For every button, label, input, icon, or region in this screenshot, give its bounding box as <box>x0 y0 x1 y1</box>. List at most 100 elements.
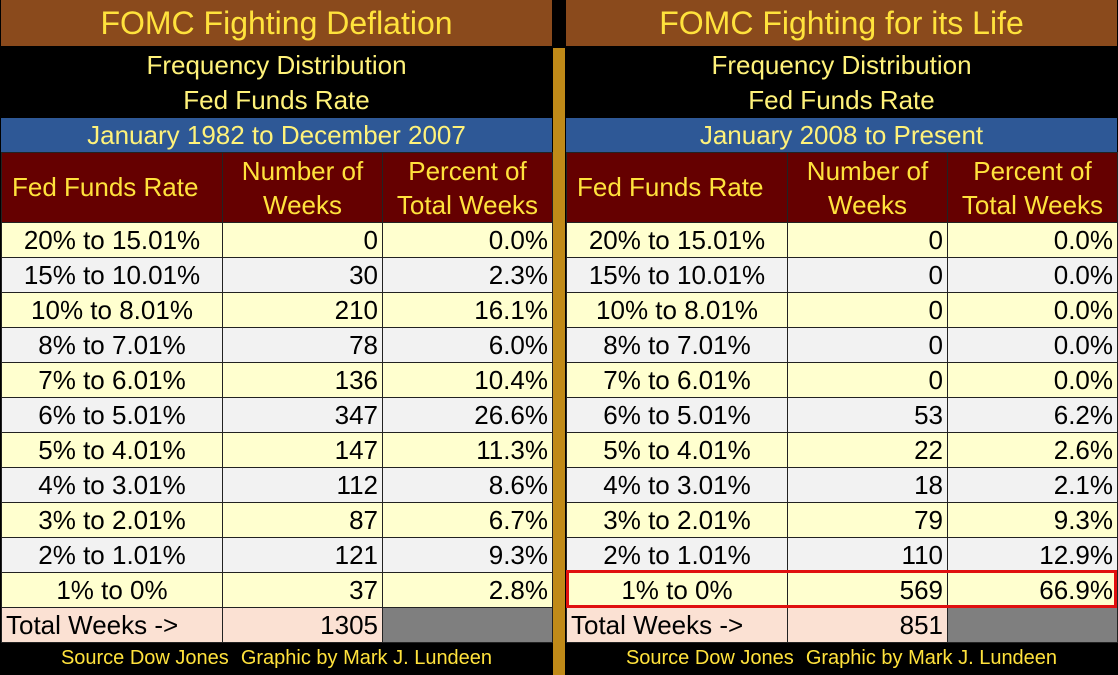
percent-cell: 6.2% <box>947 397 1118 433</box>
rate-range-cell: 2% to 1.01% <box>1 537 223 573</box>
table-row: 20% to 15.01% 0 0.0% <box>566 222 1118 258</box>
total-row: Total Weeks -> 851 <box>566 607 1118 643</box>
graphic-credit: Graphic by Mark J. Lundeen <box>805 647 1058 669</box>
table-row: 4% to 3.01% 112 8.6% <box>1 467 553 503</box>
rate-range-cell: 4% to 3.01% <box>1 467 223 503</box>
total-weeks-cell: 1305 <box>222 607 383 643</box>
panel-left: FOMC Fighting Deflation Frequency Distrib… <box>1 0 553 675</box>
weeks-cell: 0 <box>787 222 948 258</box>
rate-range-cell: 1% to 0% <box>1 572 223 608</box>
percent-cell: 9.3% <box>947 502 1118 538</box>
weeks-cell: 569 <box>787 572 948 608</box>
table-row: 4% to 3.01% 18 2.1% <box>566 467 1118 503</box>
percent-cell: 10.4% <box>382 362 553 398</box>
percent-cell: 11.3% <box>382 432 553 468</box>
rate-range-cell: 6% to 5.01% <box>1 397 223 433</box>
weeks-cell: 22 <box>787 432 948 468</box>
weeks-cell: 0 <box>787 257 948 293</box>
rate-range-cell: 15% to 10.01% <box>566 257 788 293</box>
weeks-cell: 30 <box>222 257 383 293</box>
rate-range-cell: 10% to 8.01% <box>566 292 788 328</box>
table-row: 6% to 5.01% 347 26.6% <box>1 397 553 433</box>
table-row: 15% to 10.01% 30 2.3% <box>1 257 553 293</box>
rate-range-cell: 7% to 6.01% <box>566 362 788 398</box>
subtitle-line: Fed Funds Rate <box>748 85 935 115</box>
column-header: Percent of Total Weeks <box>947 152 1118 223</box>
rate-range-cell: 6% to 5.01% <box>566 397 788 433</box>
rate-range-cell: 20% to 15.01% <box>566 222 788 258</box>
weeks-cell: 136 <box>222 362 383 398</box>
rate-range-cell: 2% to 1.01% <box>566 537 788 573</box>
source-credit: Source Dow Jones <box>60 647 229 669</box>
weeks-cell: 18 <box>787 467 948 503</box>
total-label-cell: Total Weeks -> <box>1 607 223 643</box>
subtitle-line: Fed Funds Rate <box>183 85 370 115</box>
rate-range-cell: 10% to 8.01% <box>1 292 223 328</box>
percent-cell: 0.0% <box>947 362 1118 398</box>
total-blank-cell <box>382 607 553 643</box>
weeks-cell: 79 <box>787 502 948 538</box>
table-row: 8% to 7.01% 78 6.0% <box>1 327 553 363</box>
percent-cell: 12.9% <box>947 537 1118 573</box>
header-row: Fed Funds Rate Number of Weeks Percent of To… <box>566 152 1118 223</box>
weeks-cell: 112 <box>222 467 383 503</box>
percent-cell: 2.1% <box>947 467 1118 503</box>
rate-range-cell: 3% to 2.01% <box>566 502 788 538</box>
percent-cell: 2.3% <box>382 257 553 293</box>
table-row: 2% to 1.01% 121 9.3% <box>1 537 553 573</box>
weeks-cell: 0 <box>787 327 948 363</box>
percent-cell: 6.0% <box>382 327 553 363</box>
rate-range-cell: 20% to 15.01% <box>1 222 223 258</box>
table-row: 3% to 2.01% 87 6.7% <box>1 502 553 538</box>
table-title: FOMC Fighting for its Life <box>566 0 1117 46</box>
column-header-line: Total Weeks <box>396 189 539 220</box>
column-header: Number of Weeks <box>787 152 948 223</box>
weeks-cell: 121 <box>222 537 383 573</box>
column-header-line: Total Weeks <box>961 189 1104 220</box>
column-header: Percent of Total Weeks <box>382 152 553 223</box>
percent-cell: 0.0% <box>947 292 1118 328</box>
rate-range-cell: 5% to 4.01% <box>566 432 788 468</box>
weeks-cell: 0 <box>222 222 383 258</box>
weeks-cell: 37 <box>222 572 383 608</box>
table-row: 10% to 8.01% 0 0.0% <box>566 292 1118 328</box>
table-row: 10% to 8.01% 210 16.1% <box>1 292 553 328</box>
weeks-cell: 110 <box>787 537 948 573</box>
percent-cell: 26.6% <box>382 397 553 433</box>
total-blank-cell <box>947 607 1118 643</box>
rate-range-cell: 8% to 7.01% <box>1 327 223 363</box>
percent-cell: 0.0% <box>382 222 553 258</box>
period-label: January 2008 to Present <box>566 118 1117 152</box>
percent-cell: 16.1% <box>382 292 553 328</box>
percent-cell: 2.6% <box>947 432 1118 468</box>
graphic-credit: Graphic by Mark J. Lundeen <box>240 647 493 669</box>
weeks-cell: 87 <box>222 502 383 538</box>
weeks-cell: 347 <box>222 397 383 433</box>
total-weeks-cell: 851 <box>787 607 948 643</box>
rate-range-cell: 4% to 3.01% <box>566 467 788 503</box>
weeks-cell: 0 <box>787 362 948 398</box>
table-row: 8% to 7.01% 0 0.0% <box>566 327 1118 363</box>
column-header: Fed Funds Rate <box>566 152 788 223</box>
frequency-table: Fed Funds Rate Number of Weeks Percent of To… <box>566 152 1118 643</box>
table-title: FOMC Fighting Deflation <box>1 0 552 46</box>
total-label-cell: Total Weeks -> <box>566 607 788 643</box>
table-row: 15% to 10.01% 0 0.0% <box>566 257 1118 293</box>
rate-range-cell: 15% to 10.01% <box>1 257 223 293</box>
rate-range-cell: 3% to 2.01% <box>1 502 223 538</box>
column-header: Number of Weeks <box>222 152 383 223</box>
column-header-line: Fed Funds Rate <box>577 172 764 202</box>
column-header-line: Weeks <box>828 189 907 220</box>
rate-range-cell: 5% to 4.01% <box>1 432 223 468</box>
column-header: Fed Funds Rate <box>1 152 223 223</box>
panel-divider <box>553 48 565 675</box>
table-row: 7% to 6.01% 0 0.0% <box>566 362 1118 398</box>
header-row: Fed Funds Rate Number of Weeks Percent of To… <box>1 152 553 223</box>
weeks-cell: 78 <box>222 327 383 363</box>
table-row: 20% to 15.01% 0 0.0% <box>1 222 553 258</box>
percent-cell: 0.0% <box>947 257 1118 293</box>
table-row: 2% to 1.01% 110 12.9% <box>566 537 1118 573</box>
total-row: Total Weeks -> 1305 <box>1 607 553 643</box>
column-header-line: Percent of <box>408 155 527 186</box>
